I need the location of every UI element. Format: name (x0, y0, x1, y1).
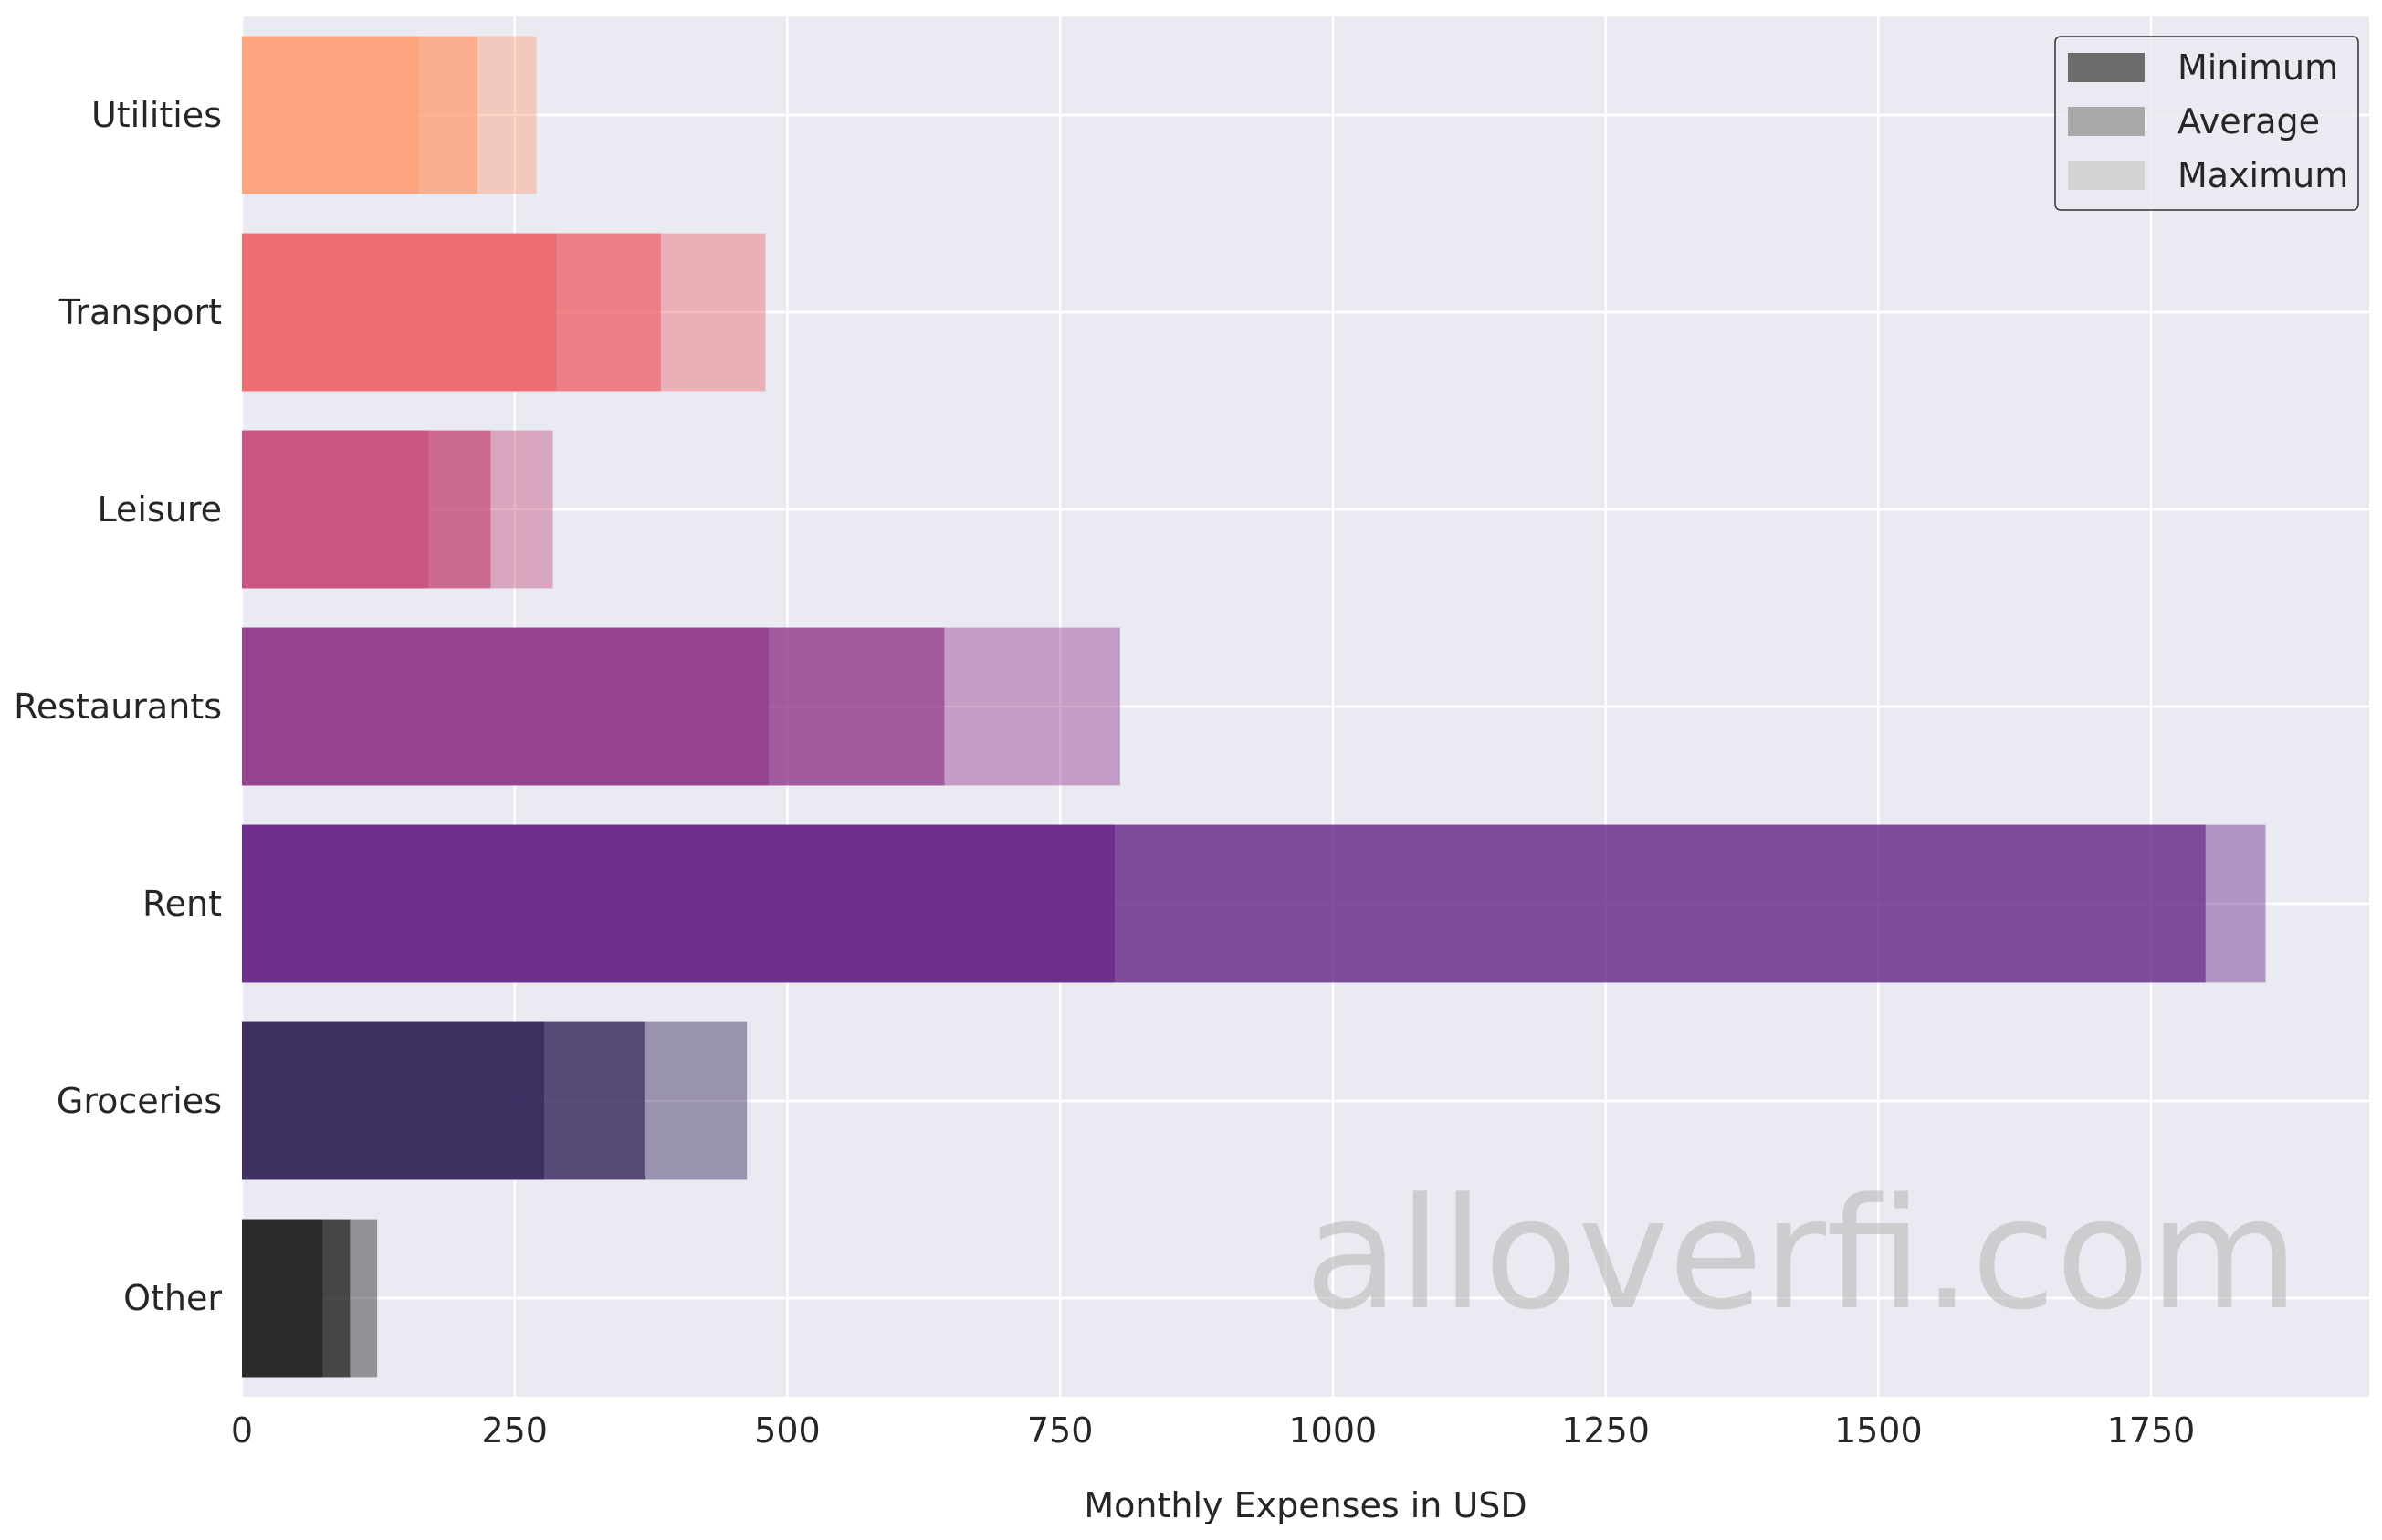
y-tick-label-leisure: Leisure (98, 489, 223, 529)
bars-group (242, 36, 2266, 1378)
grid-lines (240, 16, 2369, 1397)
y-tick-label-transport: Transport (58, 292, 222, 332)
y-tick-label-groceries: Groceries (57, 1081, 222, 1121)
watermark-text: alloverfi.com (1305, 1165, 2299, 1344)
bar-rent-minimum (242, 824, 1115, 983)
legend-swatch-maximum (2068, 161, 2145, 190)
bar-other-minimum (242, 1219, 323, 1378)
x-tick-label-1750: 1750 (2107, 1410, 2196, 1451)
y-tick-labels: Utilities Transport Leisure Restaurants Rent… (14, 95, 222, 1318)
bar-groceries-minimum (242, 1021, 544, 1180)
x-tick-labels: 0 250 500 750 1000 1250 1500 1750 (231, 1410, 2195, 1451)
legend: Minimum Average Maximum (2054, 36, 2359, 211)
y-tick-label-other: Other (123, 1278, 222, 1318)
bar-transport-minimum (242, 233, 557, 392)
x-tick-label-500: 500 (754, 1410, 821, 1451)
legend-swatch-minimum (2068, 53, 2145, 82)
x-tick-label-1000: 1000 (1289, 1410, 1378, 1451)
legend-label-minimum: Minimum (2177, 47, 2338, 88)
bar-utilities-minimum (242, 36, 419, 194)
legend-label-average: Average (2177, 101, 2320, 141)
x-tick-label-1500: 1500 (1834, 1410, 1923, 1451)
x-tick-label-1250: 1250 (1561, 1410, 1650, 1451)
x-tick-label-250: 250 (481, 1410, 548, 1451)
x-tick-label-750: 750 (1027, 1410, 1094, 1451)
bar-restaurants-minimum (242, 627, 770, 786)
y-tick-label-rent: Rent (142, 884, 222, 924)
legend-label-maximum: Maximum (2177, 155, 2348, 195)
x-axis-label: Monthly Expenses in USD (1084, 1485, 1527, 1525)
y-tick-label-utilities: Utilities (91, 95, 222, 135)
y-tick-label-restaurants: Restaurants (14, 686, 222, 727)
bar-leisure-minimum (242, 430, 429, 589)
legend-swatch-average (2068, 107, 2145, 136)
x-tick-label-0: 0 (231, 1410, 253, 1451)
